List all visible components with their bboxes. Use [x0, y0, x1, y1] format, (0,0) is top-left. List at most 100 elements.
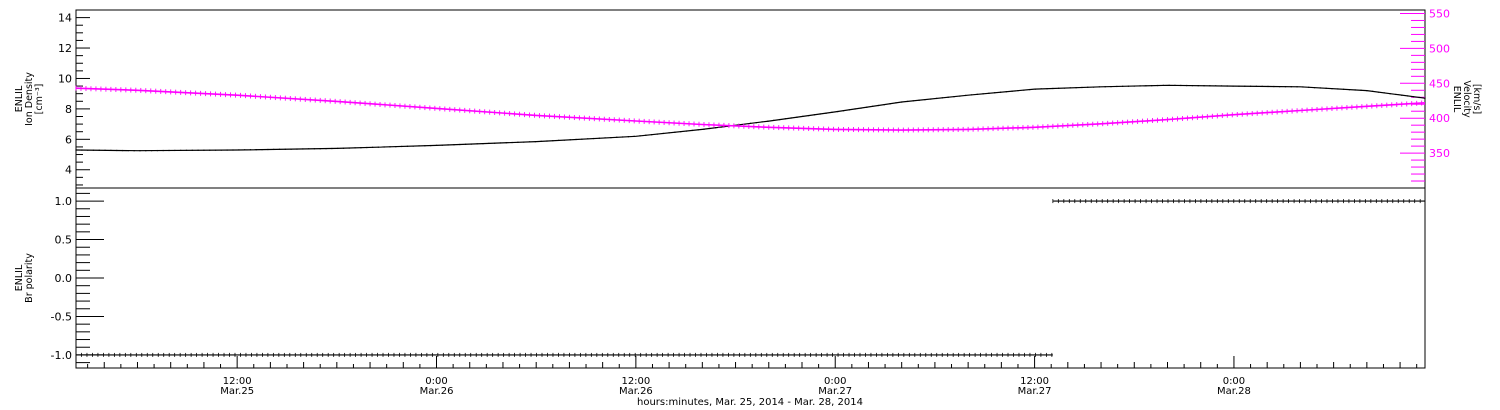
series-point [145, 150, 147, 152]
series-point [1203, 85, 1205, 87]
series-point [1052, 87, 1054, 90]
series-point [249, 149, 252, 151]
series-point [935, 97, 938, 100]
series-point [319, 148, 321, 150]
series-point [633, 135, 635, 137]
series-point [1232, 85, 1234, 87]
series-point [1011, 90, 1013, 92]
series-point [441, 144, 443, 146]
series-point [203, 149, 205, 151]
series-point [790, 117, 792, 119]
series-point [610, 137, 612, 139]
density-axis-title-line: Ion Density [24, 72, 35, 126]
series-point [639, 135, 641, 137]
series-point [604, 137, 606, 139]
series-point [464, 143, 467, 145]
series-point [1215, 85, 1217, 87]
series-point [191, 149, 193, 151]
series-point [552, 140, 554, 142]
time-tick-label: 12:00 [621, 376, 650, 387]
series-point [773, 119, 775, 121]
bottom-panel: -1.0 -0.5 0.0 0.5 1.0 ENLIL Br polarity [14, 187, 1426, 369]
time-axis: 12:00Mar.250:00Mar.2612:00Mar.260:00Mar.… [87, 356, 1418, 397]
series-line [75, 87, 1426, 131]
series-point [1081, 86, 1083, 89]
series-point [354, 147, 356, 149]
series-point [953, 96, 955, 98]
density-tick-label: 10 [58, 72, 72, 85]
series-point [912, 100, 914, 102]
series-point [656, 133, 659, 135]
series-point [587, 138, 589, 140]
time-tick-label: 0:00 [425, 376, 447, 387]
series-point [1261, 85, 1263, 87]
series-point [1267, 85, 1269, 88]
series-point [476, 143, 478, 145]
series-point [842, 110, 845, 112]
series-point [755, 122, 757, 124]
series-point [1092, 86, 1095, 88]
series-point [447, 144, 449, 146]
series-point [156, 149, 159, 152]
series-point [1168, 84, 1170, 86]
series-point [168, 149, 170, 152]
series-point [232, 149, 234, 151]
series-point [127, 150, 129, 152]
series-point [1372, 90, 1374, 92]
series-point [337, 147, 339, 150]
velocity-tick-label: 400 [1429, 112, 1450, 125]
series-point [435, 144, 438, 147]
series-point [546, 140, 548, 142]
series-point [848, 109, 850, 111]
series-point [616, 136, 618, 138]
velocity-tick-label: 550 [1429, 7, 1450, 20]
series-point [348, 147, 350, 149]
series-point [150, 150, 153, 152]
series-point [220, 149, 222, 151]
series-point [1104, 86, 1106, 88]
time-tick-label: 0:00 [824, 376, 846, 387]
series-point [1087, 86, 1089, 88]
series-point [104, 149, 106, 151]
series-point [563, 139, 566, 141]
series-point [1040, 88, 1042, 90]
series-point [499, 142, 502, 144]
series-point [645, 134, 647, 136]
series-point [505, 142, 507, 144]
series-point [1162, 84, 1164, 87]
series-point [1017, 90, 1019, 92]
series-point [651, 134, 653, 136]
series-point [784, 118, 786, 120]
velocity-tick-label: 450 [1429, 77, 1450, 90]
density-axis-title-line: [cm⁻³] [34, 84, 45, 115]
series-point [831, 111, 833, 113]
series-point [290, 148, 292, 150]
series-point [1319, 87, 1321, 89]
series-point [366, 146, 368, 149]
series-point [901, 101, 903, 103]
series-point [267, 148, 269, 151]
series-point [1209, 85, 1211, 87]
series-point [133, 150, 135, 152]
series-point [825, 112, 827, 114]
series-point [924, 99, 926, 101]
series-point [1337, 88, 1339, 90]
polarity-axis-title-line: ENLIL [14, 264, 25, 291]
series-point [244, 149, 246, 151]
time-tick-label: 0:00 [1223, 376, 1245, 387]
series-line [75, 84, 1426, 152]
series-point [430, 144, 432, 147]
series-point [1284, 86, 1287, 88]
velocity-tick-label: 500 [1429, 42, 1450, 55]
series-point [1122, 85, 1124, 87]
series-point [976, 93, 978, 95]
series-point [424, 145, 426, 147]
series-point [621, 136, 624, 138]
series-point [1238, 85, 1240, 87]
series-point [1342, 88, 1345, 90]
series-point [970, 94, 973, 96]
series-point [1145, 85, 1147, 87]
series-point [1029, 88, 1031, 91]
series-point [313, 148, 316, 150]
series-point [994, 92, 996, 94]
